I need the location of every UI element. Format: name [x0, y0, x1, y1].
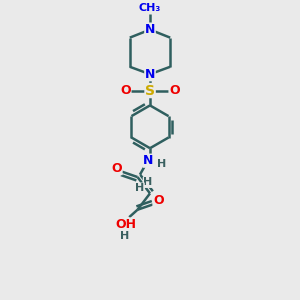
Text: H: H [143, 177, 152, 188]
Text: H: H [157, 159, 166, 169]
Text: H: H [135, 183, 144, 193]
Text: O: O [169, 84, 180, 97]
Text: N: N [145, 68, 155, 81]
Text: O: O [120, 84, 131, 97]
Text: O: O [153, 194, 164, 207]
Text: OH: OH [116, 218, 137, 231]
Text: H: H [120, 231, 129, 241]
Text: N: N [145, 23, 155, 36]
Text: S: S [145, 84, 155, 98]
Text: O: O [111, 162, 122, 175]
Text: N: N [143, 154, 154, 167]
Text: CH₃: CH₃ [139, 3, 161, 13]
